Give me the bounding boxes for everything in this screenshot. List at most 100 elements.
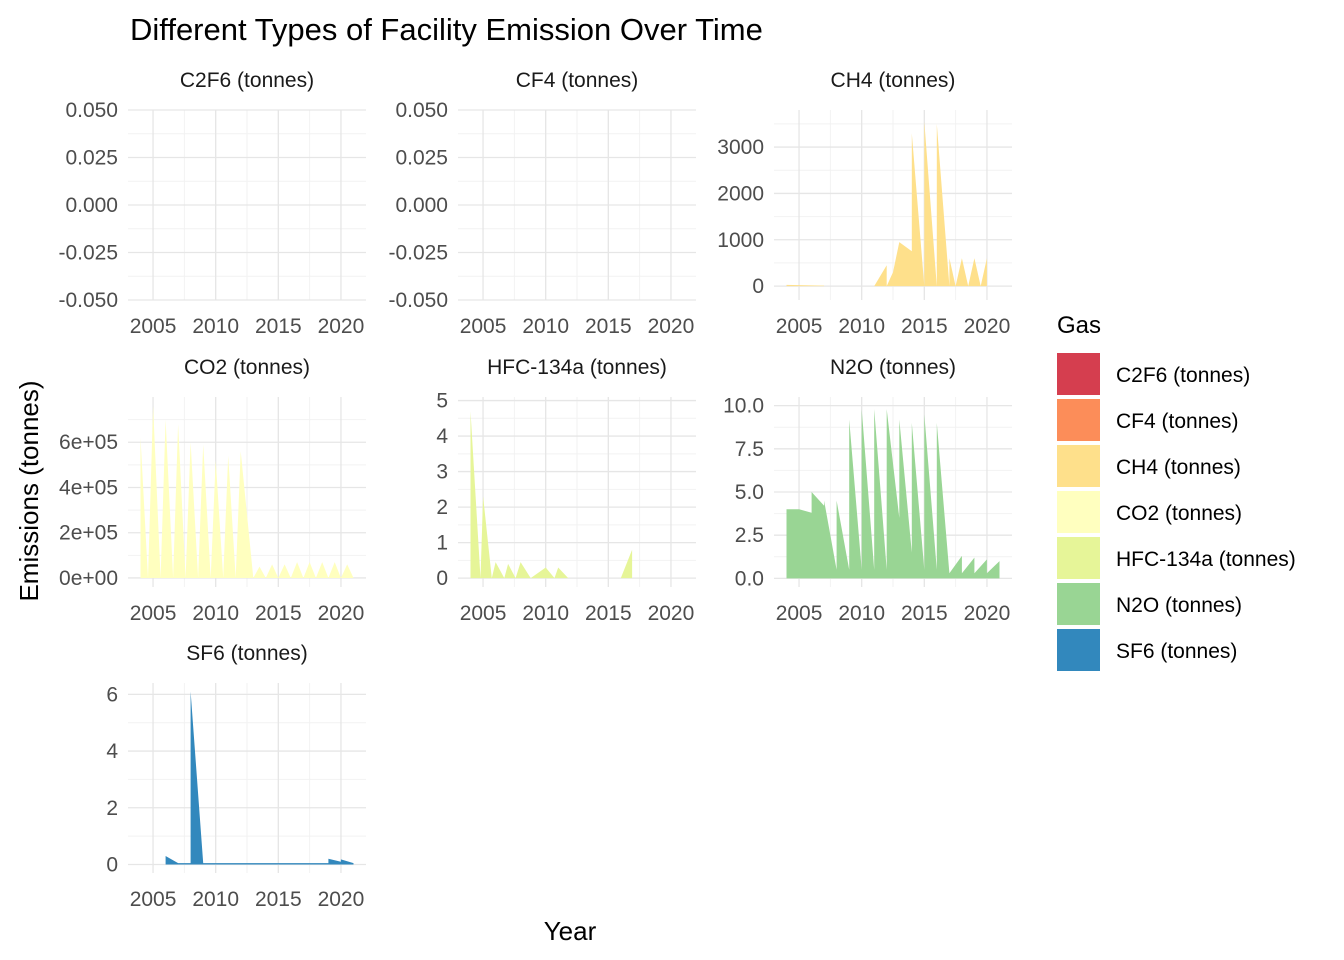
legend-item: CF4 (tonnes) xyxy=(1057,399,1239,441)
legend-key xyxy=(1057,583,1100,625)
area-series xyxy=(786,409,1000,579)
x-tick-label: 2010 xyxy=(838,602,885,625)
x-tick-label: 2005 xyxy=(776,602,823,625)
y-tick-label: -0.050 xyxy=(388,289,448,312)
x-tick-label: 2020 xyxy=(318,888,365,911)
y-tick-label: 0 xyxy=(436,567,448,590)
legend-key xyxy=(1057,537,1100,579)
legend-item: N2O (tonnes) xyxy=(1057,583,1242,625)
x-tick-label: 2005 xyxy=(130,602,177,625)
legend-item: HFC-134a (tonnes) xyxy=(1057,537,1296,579)
x-axis-title: Year xyxy=(544,916,597,946)
x-tick-label: 2015 xyxy=(255,602,302,625)
y-tick-label: 5.0 xyxy=(735,481,764,504)
legend-key xyxy=(1057,445,1100,487)
x-tick-label: 2015 xyxy=(901,315,948,338)
x-tick-label: 2010 xyxy=(192,888,239,911)
x-tick-label: 2020 xyxy=(964,602,1011,625)
facet-panel: SF6 (tonnes) 2005 2010 2015 2020 0 2 4 6 xyxy=(106,642,366,911)
y-tick-label: 2e+05 xyxy=(59,522,118,545)
legend-key xyxy=(1057,399,1100,441)
legend-title: Gas xyxy=(1057,312,1101,339)
x-tick-label: 2020 xyxy=(648,602,695,625)
x-tick-label: 2005 xyxy=(776,315,823,338)
area-series xyxy=(140,406,354,578)
x-tick-label: 2015 xyxy=(901,602,948,625)
facet-panels: C2F6 (tonnes)2005 2010 2015 2020-0.050-0.02… xyxy=(58,69,1012,911)
facet-panel: CF4 (tonnes) 2005 2010 2015 2020 -0.050 -0.025… xyxy=(388,69,696,338)
legend-label: N2O (tonnes) xyxy=(1116,594,1242,617)
y-tick-label: 4e+05 xyxy=(59,476,118,499)
x-tick-label: 2010 xyxy=(522,602,569,625)
legend-label: CO2 (tonnes) xyxy=(1116,502,1242,525)
y-axis-title: Emissions (tonnes) xyxy=(14,380,44,601)
x-tick-label: 2010 xyxy=(838,315,885,338)
facet-panel: N2O (tonnes) 2005 2010 2015 2020 0.0 2.5 5.0 7.5… xyxy=(723,356,1012,625)
y-tick-label: 5 xyxy=(436,390,448,413)
y-tick-label: -0.025 xyxy=(58,242,118,265)
y-tick-label: 0 xyxy=(752,275,764,298)
y-tick-label: 0.025 xyxy=(65,147,118,170)
y-tick-label: 0.000 xyxy=(395,194,448,217)
x-tick-label: 2015 xyxy=(585,602,632,625)
y-tick-label: 4 xyxy=(436,425,448,448)
y-tick-label: -0.050 xyxy=(58,289,118,312)
y-tick-label: 6 xyxy=(106,683,118,706)
x-tick-label: 2015 xyxy=(255,888,302,911)
y-tick-label: 2000 xyxy=(717,182,764,205)
legend-item: C2F6 (tonnes) xyxy=(1057,353,1250,395)
y-tick-label: 0.0 xyxy=(735,567,764,590)
x-tick-label: 2020 xyxy=(648,315,695,338)
facet-title: HFC-134a (tonnes) xyxy=(487,356,667,379)
y-tick-label: -0.025 xyxy=(388,242,448,265)
y-tick-label: 3000 xyxy=(717,136,764,159)
x-tick-label: 2010 xyxy=(522,315,569,338)
x-tick-label: 2020 xyxy=(964,315,1011,338)
legend-key xyxy=(1057,353,1100,395)
legend-item: CH4 (tonnes) xyxy=(1057,445,1241,487)
x-tick-label: 2020 xyxy=(318,315,365,338)
y-tick-label: 2 xyxy=(106,797,118,820)
y-tick-label: 6e+05 xyxy=(59,431,118,454)
x-tick-label: 2005 xyxy=(460,315,507,338)
legend-label: SF6 (tonnes) xyxy=(1116,640,1237,663)
y-tick-label: 2.5 xyxy=(735,524,764,547)
legend: Gas C2F6 (tonnes) CF4 (tonnes) CH4 (tonnes… xyxy=(1057,312,1296,671)
y-tick-label: 0 xyxy=(106,853,118,876)
legend-label: CF4 (tonnes) xyxy=(1116,410,1239,433)
legend-label: HFC-134a (tonnes) xyxy=(1116,548,1296,571)
facet-title: SF6 (tonnes) xyxy=(186,642,307,665)
x-tick-label: 2015 xyxy=(255,315,302,338)
y-tick-label: 1000 xyxy=(717,229,764,252)
facet-panel: CO2 (tonnes) 2005 2010 2015 2020 0e+00 2e+05 4e… xyxy=(59,356,366,625)
y-tick-label: 0.025 xyxy=(395,147,448,170)
legend-item: SF6 (tonnes) xyxy=(1057,629,1237,671)
y-tick-label: 1 xyxy=(436,532,448,555)
facet-title: CH4 (tonnes) xyxy=(831,69,956,92)
y-tick-label: 4 xyxy=(106,740,118,763)
legend-key xyxy=(1057,491,1100,533)
facet-title: C2F6 (tonnes) xyxy=(180,69,314,92)
x-tick-label: 2005 xyxy=(130,888,177,911)
facet-panel: HFC-134a (tonnes) 2005 2010 2015 2020 0 1 2 3 4 5 xyxy=(436,356,696,625)
y-tick-label: 7.5 xyxy=(735,438,764,461)
legend-item: CO2 (tonnes) xyxy=(1057,491,1242,533)
x-tick-label: 2010 xyxy=(192,602,239,625)
legend-label: CH4 (tonnes) xyxy=(1116,456,1241,479)
legend-key xyxy=(1057,629,1100,671)
y-tick-label: 0.050 xyxy=(395,99,448,122)
x-tick-label: 2020 xyxy=(318,602,365,625)
y-tick-label: 3 xyxy=(436,461,448,484)
facet-title: N2O (tonnes) xyxy=(830,356,956,379)
y-tick-label: 10.0 xyxy=(723,395,764,418)
y-tick-label: 0.000 xyxy=(65,194,118,217)
area-series xyxy=(786,121,987,287)
x-tick-label: 2005 xyxy=(460,602,507,625)
facet-panel: CH4 (tonnes) 2005 2010 2015 2020 0 1000 2000 300… xyxy=(717,69,1012,338)
facet-title: CO2 (tonnes) xyxy=(184,356,310,379)
x-tick-label: 2010 xyxy=(192,315,239,338)
x-tick-label: 2005 xyxy=(130,315,177,338)
facet-panel: C2F6 (tonnes) 2005 2010 2015 2020 -0.050 -0.02… xyxy=(58,69,366,338)
x-tick-label: 2015 xyxy=(585,315,632,338)
y-tick-label: 0e+00 xyxy=(59,567,118,590)
